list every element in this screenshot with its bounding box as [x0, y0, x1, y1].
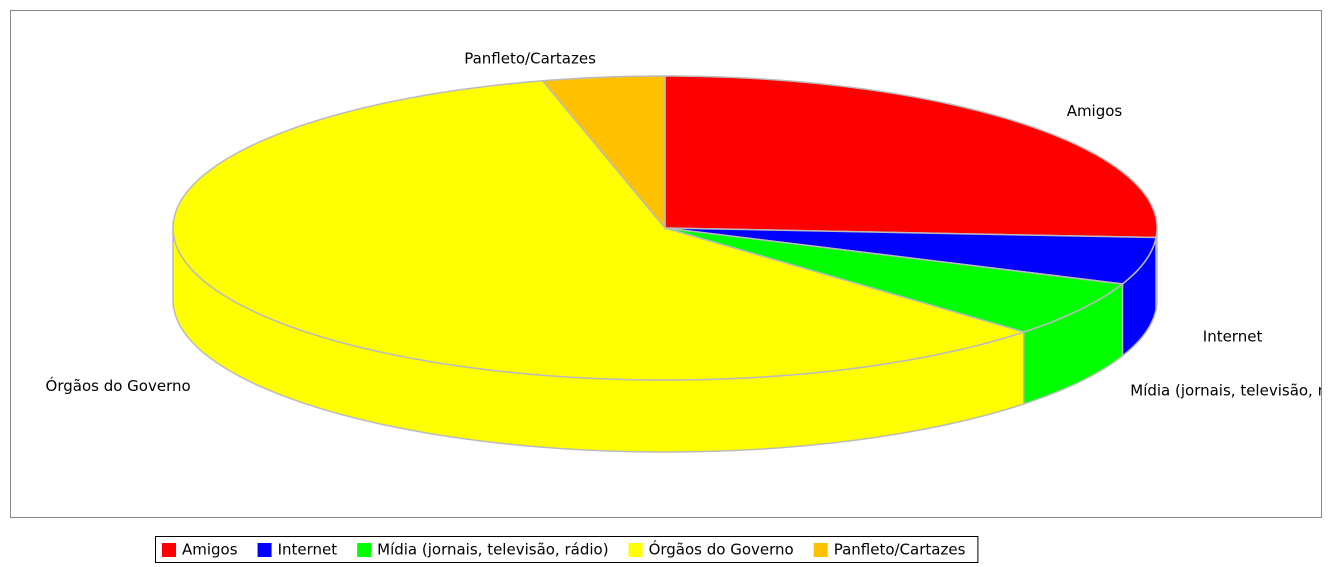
legend-swatch	[628, 543, 643, 557]
legend-label: Órgãos do Governo	[649, 540, 794, 559]
legend-label: Amigos	[182, 541, 238, 559]
legend-swatch	[162, 543, 176, 557]
pie-slice	[541, 75, 666, 231]
slice-label: Internet	[1203, 328, 1263, 346]
legend-label: Internet	[278, 541, 338, 559]
legend-label: Mídia (jornais, televisão, rádio)	[377, 541, 608, 559]
plot-area: Amigos Internet Mídia (jornais, televisão,…	[46, 50, 1336, 453]
legend-swatch	[257, 543, 272, 557]
legend-swatch	[813, 543, 828, 557]
pie-slice	[172, 79, 1027, 381]
slice-label: Mídia (jornais, televisão, rádio)	[1130, 382, 1336, 400]
legend-swatch	[357, 543, 372, 557]
pie-slice	[664, 75, 1158, 239]
slice-label: Órgãos do Governo	[46, 376, 191, 395]
pie-slice	[664, 227, 1125, 333]
slice-label: Panfleto/Cartazes	[464, 50, 596, 68]
legend: Amigos Internet Mídia (jornais, televisão,…	[155, 536, 979, 563]
slice-label: Amigos	[1067, 102, 1123, 120]
pie-slice	[664, 227, 1157, 285]
legend-label: Panfleto/Cartazes	[834, 541, 966, 559]
